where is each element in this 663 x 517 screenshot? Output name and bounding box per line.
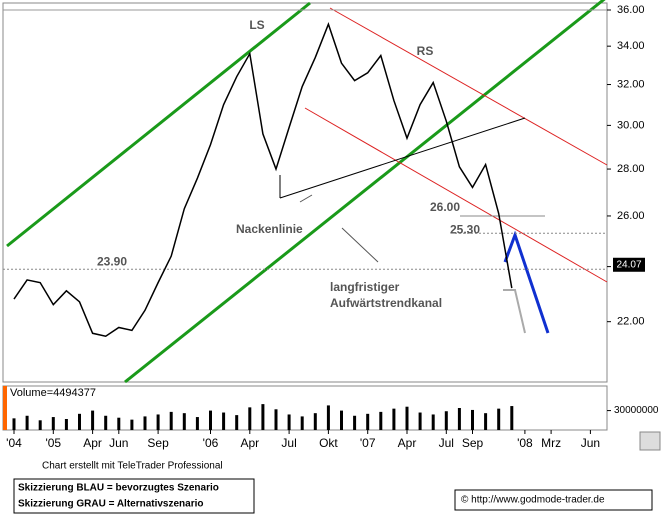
volume-bar: [497, 408, 501, 430]
legend-box: [13, 478, 255, 514]
volume-bar: [195, 417, 199, 430]
volume-title: Volume=4494377: [10, 387, 96, 399]
arrow: [299, 194, 313, 203]
x-tick-label: '08: [517, 436, 533, 450]
volume-bar: [353, 415, 357, 430]
volume-bar: [104, 415, 108, 430]
y-tick-label: 32.00: [617, 78, 645, 90]
x-tick-label: Jun: [581, 436, 600, 450]
volume-marker: [3, 386, 7, 430]
x-tick-label: '05: [45, 436, 61, 450]
volume-bar: [156, 414, 160, 430]
volume-bar: [235, 415, 239, 430]
red-trend-upper: [329, 7, 608, 166]
y-tick-label: 28.00: [617, 163, 645, 175]
level-label: 26.00: [430, 200, 460, 214]
volume-panel: [2, 385, 608, 431]
source: © http://www.godmode-trader.de: [461, 495, 605, 506]
annotation: RS: [417, 44, 434, 58]
gray-scenario: [503, 289, 526, 334]
volume-bar: [222, 412, 226, 430]
volume-bar: [340, 410, 343, 430]
x-tick-label: Sep: [147, 436, 169, 450]
y-tick-label: 36.00: [617, 4, 645, 16]
x-tick-label: '07: [360, 436, 376, 450]
x-tick-label: Apr: [83, 436, 102, 450]
volume-bar: [444, 411, 448, 430]
level-label: 25.30: [450, 222, 480, 236]
x-tick-label: Jul: [281, 436, 296, 450]
volume-bar: [431, 414, 435, 430]
x-tick-label: Sep: [462, 436, 484, 450]
volume-bar: [457, 408, 461, 430]
red-trend-lower: [304, 107, 608, 283]
volume-bar: [313, 413, 317, 430]
channel-upper: [6, 1, 311, 248]
blue-scenario: [503, 230, 550, 334]
x-tick-label: Okt: [319, 436, 338, 450]
volume-bar: [418, 412, 422, 430]
volume-bar: [130, 419, 134, 430]
y-tick-label: 34.00: [617, 40, 645, 52]
neckline: [279, 117, 526, 199]
annotation: Aufwärtstrendkanal: [330, 296, 442, 310]
x-tick-label: '06: [203, 436, 219, 450]
y-tick-label: 30000000: [614, 405, 659, 416]
channel-lower: [124, 0, 606, 384]
volume-bar: [366, 413, 370, 430]
volume-bar: [64, 419, 68, 430]
volume-bar: [209, 410, 212, 430]
volume-bar: [274, 409, 278, 430]
y-tick-label: 22.00: [617, 316, 645, 328]
credit: Chart erstellt mit TeleTrader Profession…: [42, 461, 223, 472]
plot: [6, 0, 608, 384]
volume-bar: [261, 404, 265, 430]
x-tick-label: '04: [6, 436, 22, 450]
volume-bar: [484, 413, 488, 430]
last-price-label: 24.07: [616, 259, 641, 270]
x-tick-label: Jun: [109, 436, 128, 450]
volume-bar: [51, 417, 55, 430]
volume-bar: [38, 420, 42, 430]
legend-gray: Skizzierung GRAU = Alternativszenario: [18, 499, 204, 510]
annotation: LS: [249, 18, 264, 32]
volume-bar: [510, 406, 514, 430]
volume-bar: [287, 414, 291, 430]
volume-bar: [169, 411, 173, 430]
annotation: Nackenlinie: [236, 222, 303, 236]
volume-bar: [117, 417, 121, 430]
volume-bar: [143, 416, 147, 430]
volume-bar: [182, 413, 186, 430]
annotation: langfristiger: [330, 280, 400, 294]
last-price-box: [613, 257, 645, 272]
volume-bar: [12, 418, 16, 430]
volume-bar: [91, 410, 95, 430]
source-box: [454, 489, 653, 511]
arrow: [341, 227, 379, 263]
volume-bar: [248, 407, 252, 430]
volume-bar: [379, 411, 383, 430]
volume-bar: [405, 406, 409, 430]
volume-bar: [300, 416, 304, 430]
volume-bar: [78, 413, 81, 430]
x-tick-label: Mrz: [541, 436, 561, 450]
x-tick-label: Apr: [398, 436, 417, 450]
level-label: 23.90: [97, 254, 127, 268]
zoom-button[interactable]: [639, 431, 661, 451]
y-tick-label: 30.00: [617, 119, 645, 131]
y-tick-label: 26.00: [617, 210, 645, 222]
volume-bar: [25, 415, 29, 430]
x-tick-label: Jul: [439, 436, 454, 450]
legend-blue: Skizzierung BLAU = bevorzugtes Szenario: [18, 483, 219, 494]
price-line: [13, 22, 513, 338]
price-panel: [2, 2, 608, 383]
volume-bar: [392, 408, 396, 430]
x-tick-label: Apr: [240, 436, 259, 450]
volume-bar: [326, 405, 330, 430]
volume-bar: [471, 409, 474, 430]
